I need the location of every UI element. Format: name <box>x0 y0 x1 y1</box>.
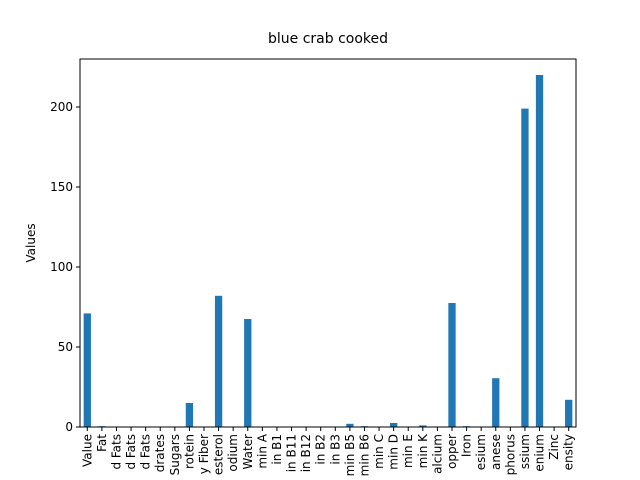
y-tick-label: 100 <box>50 260 73 274</box>
x-tick-label: phorus <box>503 434 517 475</box>
x-tick-label: esterol <box>212 434 226 475</box>
bar <box>521 108 529 427</box>
y-tick-label: 150 <box>50 180 73 194</box>
y-axis-label: Values <box>24 223 38 262</box>
x-tick-label: d Fats <box>109 434 123 470</box>
plot-frame <box>79 58 577 428</box>
x-tick-label: ensity <box>562 434 576 470</box>
x-tick-label: min D <box>387 434 401 470</box>
x-tick-label: d Fats <box>139 434 153 470</box>
bar <box>565 399 573 427</box>
x-tick-label: in B12 <box>299 434 313 472</box>
x-tick-label: Fat <box>95 434 109 452</box>
bar <box>83 313 91 427</box>
x-tick-label: rotein <box>182 434 196 469</box>
x-tick-label: in B2 <box>314 434 328 465</box>
bar <box>535 75 544 427</box>
x-tick-label: min A <box>255 433 269 468</box>
bar <box>346 423 354 427</box>
x-tick-label: d Fats <box>124 434 138 470</box>
x-tick-label: min B5 <box>343 434 357 476</box>
x-tick-label: min C <box>372 434 386 469</box>
x-tick-label: Iron <box>460 434 474 457</box>
y-tick-label: 0 <box>65 420 73 434</box>
bar <box>492 378 500 427</box>
x-tick-label: in B11 <box>285 434 299 472</box>
x-tick-label: min E <box>401 434 415 468</box>
x-tick-label: odium <box>226 434 240 472</box>
bar <box>390 423 398 427</box>
y-tick-label: 50 <box>58 340 73 354</box>
bar <box>244 319 252 427</box>
y-tick-label: 200 <box>50 100 73 114</box>
x-tick-label: min K <box>416 433 430 468</box>
x-tick-label: y Fiber <box>197 434 211 474</box>
x-tick-label: esium <box>474 434 488 470</box>
x-tick-label: in B3 <box>328 434 342 465</box>
bar <box>185 403 194 427</box>
x-tick-label: in B1 <box>270 434 284 465</box>
x-tick-label: Zinc <box>547 434 561 460</box>
x-tick-label: enium <box>533 434 547 472</box>
x-tick-label: Water <box>241 434 255 470</box>
bar <box>448 303 456 427</box>
x-tick-label: Sugars <box>168 434 182 475</box>
x-tick-label: opper <box>445 434 459 469</box>
bar <box>419 425 427 427</box>
x-tick-label: drates <box>153 434 167 472</box>
x-tick-label: Value <box>80 434 94 467</box>
x-tick-label: min B6 <box>357 434 371 476</box>
x-tick-label: ssium <box>518 434 532 469</box>
x-tick-label: anese <box>489 434 503 470</box>
bar <box>214 295 223 427</box>
x-tick-label: alcium <box>430 434 444 474</box>
chart-title: blue crab cooked <box>268 31 388 47</box>
